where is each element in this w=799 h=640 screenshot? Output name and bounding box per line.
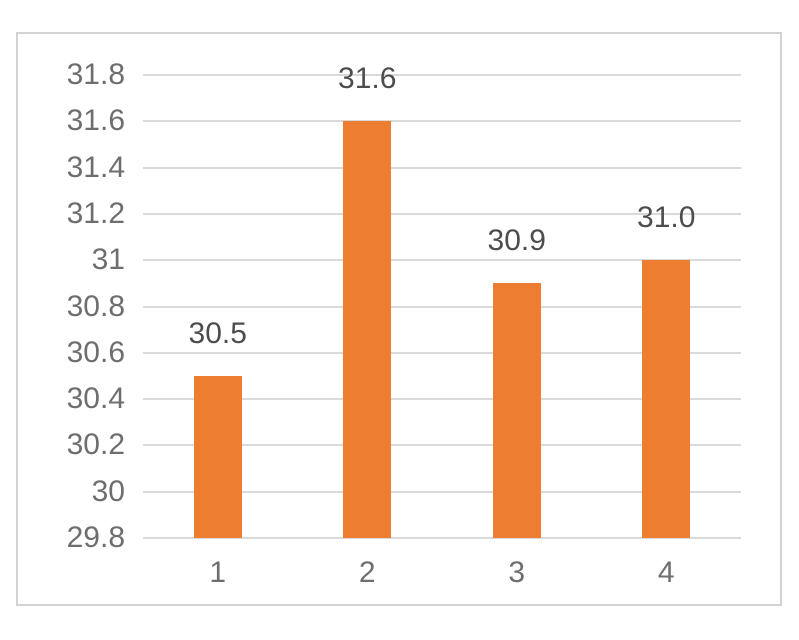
bar-series1-cat3[interactable] [492, 283, 541, 538]
bar-data-label: 30.5 [188, 316, 247, 350]
gridline-y-30.4 [143, 398, 741, 401]
y-axis-tick-label: 31 [91, 243, 125, 277]
y-axis-tick-label: 31.6 [66, 104, 125, 138]
bar-series1-cat2[interactable] [343, 121, 392, 538]
y-axis-tick-label: 30 [91, 474, 125, 508]
y-axis-tick-label: 30.4 [66, 382, 125, 416]
bar-series1-cat4[interactable] [642, 260, 691, 538]
bar-data-label: 31.0 [637, 201, 696, 235]
x-axis-tick-label: 2 [358, 556, 376, 589]
bar-data-label: 30.9 [487, 224, 546, 258]
gridline-y-30.6 [143, 351, 741, 354]
bar-data-label: 31.6 [338, 62, 397, 96]
gridline-y-31.4 [143, 166, 741, 169]
bar-series1-cat1[interactable] [193, 375, 242, 538]
gridline-y-30.8 [143, 305, 741, 308]
gridline-y-31.6 [143, 120, 741, 123]
gridline-y-31 [143, 259, 741, 262]
gridline-y-29.8 [143, 537, 741, 539]
gridline-y-31.8 [143, 74, 741, 76]
x-axis-tick-label: 1 [209, 556, 227, 589]
x-axis-tick-label: 4 [657, 556, 675, 589]
y-axis-tick-label: 31.8 [66, 58, 125, 91]
y-axis-tick-label: 30.8 [66, 289, 125, 323]
y-axis-tick-label: 30.2 [66, 428, 125, 462]
y-axis-tick-label: 29.8 [66, 521, 125, 554]
y-axis-tick-label: 31.2 [66, 196, 125, 230]
gridline-y-31.2 [143, 212, 741, 215]
gridline-y-30 [143, 490, 741, 493]
x-axis-tick-label: 3 [508, 556, 526, 589]
y-axis-tick-label: 31.4 [66, 150, 125, 184]
y-axis-tick-label: 30.6 [66, 335, 125, 369]
gridline-y-30.2 [143, 444, 741, 447]
